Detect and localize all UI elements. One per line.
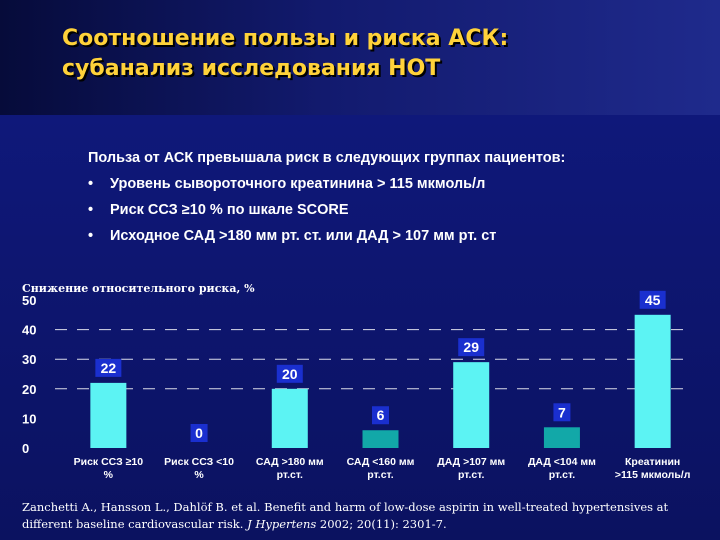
title-line-2: субанализ исследования НОТ [62,56,441,81]
bar [453,362,490,448]
category-label: рт.ст. [277,469,303,481]
bar [362,430,399,448]
bullet-icon: • [88,176,94,192]
y-tick-label: 40 [22,323,36,338]
bar [90,382,127,448]
citation-details: 2002; 20(11): 2301-7. [316,517,447,531]
category-label: Риск ССЗ <10 [164,456,234,468]
category-label: Риск ССЗ ≥10 [74,456,144,468]
category-label: Креатинин [625,456,680,468]
citation-text: Zanchetti A., Hansson L., Dahlöf B. et a… [22,500,669,531]
bullet-icon: • [88,228,94,244]
bullet-item: • Исходное САД >180 мм рт. ст. или ДАД > … [88,228,496,254]
data-label-box [553,403,571,422]
data-label-box [190,424,208,442]
category-label: рт.ст. [458,469,484,481]
bar [271,388,308,448]
y-axis-label: Снижение относительного риска, % [22,282,255,295]
data-label: 45 [645,292,661,308]
data-label: 7 [558,404,566,420]
header-band [0,0,720,115]
y-tick-label: 10 [22,411,36,426]
category-label: САД >180 мм [256,456,324,468]
y-tick-label: 0 [22,441,29,456]
data-label: 29 [463,339,479,355]
citation-journal: J Hypertens [247,517,317,531]
category-label: САД <160 мм [347,456,415,468]
data-label: 6 [377,407,385,423]
bullet-text: Уровень сывороточного креатинина > 115 м… [110,176,486,192]
bullet-icon: • [88,202,94,218]
bar [634,314,671,448]
bullet-text: Исходное САД >180 мм рт. ст. или ДАД > 1… [110,228,497,244]
bar-chart: Снижение относительного риска, % 0 10 20 30 4… [22,282,691,481]
data-label-box [372,406,389,425]
category-label: % [194,469,204,481]
category-label: ДАД >107 мм [437,456,505,468]
slide-title: Соотношение пользы и риска АСК: субанали… [62,24,508,84]
y-tick-label: 50 [22,293,36,308]
content-area [0,115,720,540]
data-label-box [458,338,485,357]
data-label: 20 [282,366,298,382]
title-line-1: Соотношение пользы и риска АСК: [62,26,509,51]
category-label: % [104,469,114,481]
data-label: 22 [101,360,117,376]
bullet-item: • Риск ССЗ ≥10 % по шкале SCORE [88,202,496,228]
bar [543,427,580,448]
citation: Zanchetti A., Hansson L., Dahlöf B. et a… [22,499,712,533]
category-label: >115 мкмоль/л [615,469,691,481]
intro-text: Польза от АСК превышала риск в следующих… [88,150,566,166]
category-label: рт.ст. [367,469,393,481]
data-label-box [276,364,303,383]
y-tick-label: 30 [22,352,36,367]
category-label: рт.ст. [549,469,575,481]
y-tick-label: 20 [22,382,36,397]
bullet-text: Риск ССЗ ≥10 % по шкале SCORE [110,202,349,218]
data-label-box [95,358,122,377]
bullet-list: • Уровень сывороточного креатинина > 115 … [88,176,496,254]
data-label: 0 [195,425,203,441]
bullet-item: • Уровень сывороточного креатинина > 115 … [88,176,496,202]
data-label-box [639,290,666,309]
category-label: ДАД <104 мм [528,456,596,468]
